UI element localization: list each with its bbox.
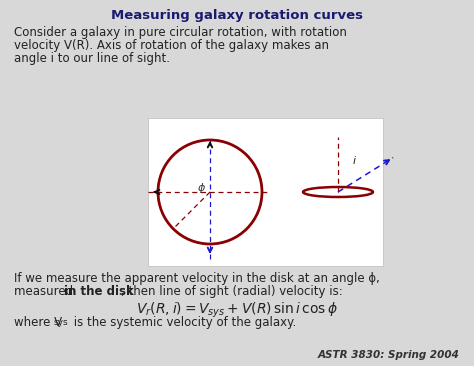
Text: Consider a galaxy in pure circular rotation, with rotation: Consider a galaxy in pure circular rotat… (14, 26, 347, 39)
Text: If we measure the apparent velocity in the disk at an angle ϕ,: If we measure the apparent velocity in t… (14, 272, 380, 285)
Text: , then line of sight (radial) velocity is:: , then line of sight (radial) velocity i… (121, 285, 343, 298)
Text: velocity V(R). Axis of rotation of the galaxy makes an: velocity V(R). Axis of rotation of the g… (14, 39, 329, 52)
Text: $\phi$: $\phi$ (197, 181, 206, 195)
Text: Measuring galaxy rotation curves: Measuring galaxy rotation curves (111, 9, 363, 22)
FancyBboxPatch shape (148, 118, 383, 266)
Text: ASTR 3830: Spring 2004: ASTR 3830: Spring 2004 (318, 350, 460, 360)
Text: i: i (353, 156, 356, 166)
Text: in the disk: in the disk (64, 285, 134, 298)
Text: where V: where V (14, 316, 62, 329)
Text: angle i to our line of sight.: angle i to our line of sight. (14, 52, 170, 65)
Text: is the systemic velocity of the galaxy.: is the systemic velocity of the galaxy. (70, 316, 296, 329)
Text: $V_r(R,i) = V_{sys} + V(R)\,\mathrm{sin}\,i\,\mathrm{cos}\,\phi$: $V_r(R,i) = V_{sys} + V(R)\,\mathrm{sin}… (136, 301, 338, 320)
Text: measured: measured (14, 285, 77, 298)
Text: sys: sys (54, 318, 69, 327)
